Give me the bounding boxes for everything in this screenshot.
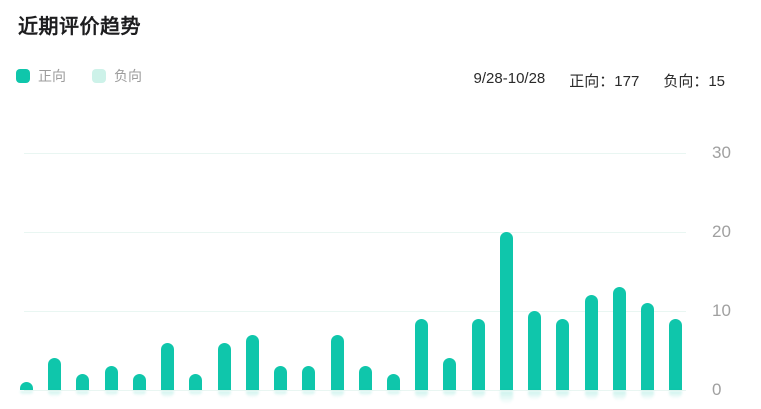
bar-positive-23[interactable]	[641, 303, 655, 390]
y-tick-label-0: 0	[712, 380, 722, 399]
date-range: 9/28-10/28	[473, 70, 546, 87]
bar-reflection-23	[641, 391, 655, 400]
bar-positive-18[interactable]	[499, 232, 513, 390]
bar-positive-11[interactable]	[302, 366, 316, 390]
bar-positive-21[interactable]	[584, 295, 598, 390]
bar-positive-8[interactable]	[217, 342, 231, 390]
bar-reflection-2	[48, 391, 62, 397]
bar-positive-22[interactable]	[612, 287, 626, 390]
bar-reflection-21	[584, 391, 598, 401]
y-tick-label-30: 30	[712, 143, 731, 162]
bar-positive-7[interactable]	[189, 374, 203, 390]
bar-positive-9[interactable]	[245, 334, 259, 390]
positive-swatch-icon	[16, 69, 30, 83]
bar-reflection-17	[471, 391, 485, 400]
bar-positive-24[interactable]	[669, 318, 683, 390]
bar-reflection-5	[132, 391, 146, 396]
legend-item-positive[interactable]: 正向	[16, 68, 66, 84]
bar-reflection-20	[556, 391, 570, 400]
bar-reflection-19	[528, 391, 542, 400]
bar-reflection-6	[161, 391, 175, 398]
bar-reflection-12	[330, 391, 344, 399]
bar-reflection-10	[274, 391, 288, 397]
bar-reflection-3	[76, 391, 90, 396]
gridline-30	[24, 153, 686, 154]
bar-reflection-4	[104, 391, 118, 397]
bar-positive-1[interactable]	[20, 382, 33, 390]
bar-positive-15[interactable]	[415, 318, 429, 390]
legend-label-positive: 正向	[38, 68, 66, 84]
bar-positive-10[interactable]	[274, 366, 288, 390]
negative-total: 负向：15	[663, 73, 725, 90]
gridline-20	[24, 232, 686, 233]
gridline-0	[24, 390, 686, 391]
positive-total: 正向：177	[569, 73, 640, 90]
bar-reflection-14	[386, 391, 400, 396]
bar-positive-19[interactable]	[528, 311, 542, 390]
bar-reflection-16	[443, 391, 457, 397]
y-tick-label-20: 20	[712, 222, 731, 241]
bar-positive-5[interactable]	[132, 374, 146, 390]
bar-reflection-18	[499, 391, 513, 404]
bar-reflection-15	[415, 391, 429, 400]
bar-positive-2[interactable]	[48, 358, 62, 390]
bar-positive-4[interactable]	[104, 366, 118, 390]
bar-positive-17[interactable]	[471, 318, 485, 390]
legend-item-negative[interactable]: 负向	[92, 68, 142, 84]
bar-reflection-7	[189, 391, 203, 396]
bar-reflection-1	[20, 391, 33, 396]
bar-positive-20[interactable]	[556, 318, 570, 390]
y-tick-label-10: 10	[712, 301, 731, 320]
summary-stats: 9/28-10/28 正向：177 负向：15	[474, 70, 725, 91]
bar-reflection-8	[217, 391, 231, 398]
bar-reflection-9	[245, 391, 259, 399]
chart-legend: 正向 负向	[16, 68, 142, 84]
bar-reflection-24	[669, 391, 683, 400]
bar-reflection-13	[358, 391, 372, 397]
bar-positive-6[interactable]	[161, 342, 175, 390]
bar-positive-3[interactable]	[76, 374, 90, 390]
bar-positive-13[interactable]	[358, 366, 372, 390]
gridline-10	[24, 311, 686, 312]
negative-swatch-icon	[92, 69, 106, 83]
page-title: 近期评价趋势	[18, 16, 141, 38]
bar-reflection-11	[302, 391, 316, 397]
bar-reflection-22	[612, 391, 626, 401]
bar-positive-12[interactable]	[330, 334, 344, 390]
bar-positive-14[interactable]	[386, 374, 400, 390]
bar-positive-16[interactable]	[443, 358, 457, 390]
legend-label-negative: 负向	[114, 68, 142, 84]
